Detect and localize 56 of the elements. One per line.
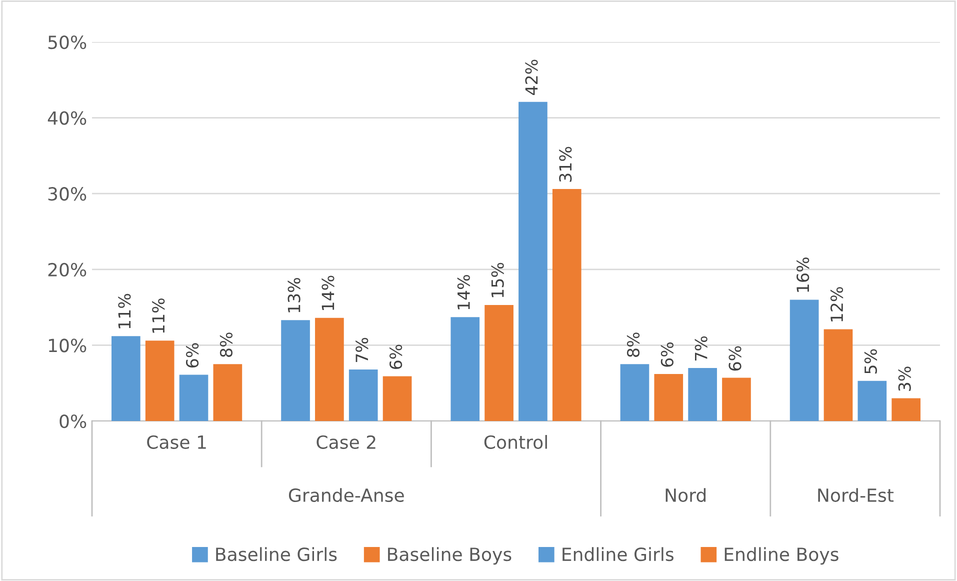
legend-label: Baseline Girls: [216, 547, 337, 562]
y-tick-label: 10%: [48, 338, 86, 352]
data-label: 3%: [898, 366, 911, 391]
bar: [620, 364, 650, 421]
bar: [112, 336, 140, 421]
y-tick-label: 30%: [48, 187, 86, 201]
data-label: 7%: [694, 336, 708, 361]
bar: [145, 340, 174, 421]
y-tick-label: 0%: [60, 414, 86, 428]
data-label: 6%: [660, 342, 674, 367]
bar: [281, 320, 310, 421]
text: Grande-Anse: [288, 488, 404, 502]
bar: [315, 318, 344, 421]
text: Nord: [666, 488, 706, 502]
data-label: 6%: [390, 344, 402, 370]
data-label: 14%: [457, 274, 470, 310]
data-label: 11%: [118, 294, 131, 328]
data-label: 31%: [559, 146, 572, 182]
legend-label: Endline Boys: [724, 547, 838, 565]
legend-label: Baseline Boys: [388, 547, 512, 565]
x-tick-label: Case 2: [316, 435, 376, 449]
data-label: 15%: [491, 262, 504, 298]
bar: [382, 376, 412, 421]
text: Nord-Est: [818, 488, 894, 502]
bar: [518, 102, 548, 421]
bar: [722, 378, 751, 421]
data-label: 14%: [322, 276, 334, 310]
data-label: 11%: [152, 298, 165, 333]
data-label: 7%: [356, 338, 368, 362]
data-label: 8%: [220, 332, 233, 357]
x-tick-label: Case 1: [147, 435, 206, 449]
y-tick-label: 50%: [48, 35, 86, 50]
bar: [484, 305, 514, 421]
bar: [179, 374, 208, 421]
bar: [654, 374, 684, 421]
x-tick-label: Control: [484, 435, 547, 449]
bar: [892, 398, 920, 421]
bar: [348, 369, 378, 421]
bar: [858, 380, 887, 421]
legend-label: Endline Girls: [562, 547, 674, 562]
data-label: 42%: [525, 60, 538, 96]
data-label: 5%: [864, 349, 877, 374]
bar: [450, 317, 480, 421]
data-label: 8%: [626, 332, 640, 357]
bar: [552, 189, 582, 421]
y-tick-label: 20%: [48, 262, 86, 277]
bar: [213, 364, 242, 421]
data-label: 6%: [186, 343, 199, 368]
bar: [824, 329, 853, 421]
data-label: 6%: [728, 346, 742, 371]
bar: [790, 300, 819, 421]
data-label: 13%: [288, 278, 300, 312]
y-tick-label: 40%: [48, 111, 86, 125]
bar: [688, 368, 717, 421]
data-label: 16%: [796, 258, 810, 292]
data-label: 12%: [830, 287, 844, 322]
